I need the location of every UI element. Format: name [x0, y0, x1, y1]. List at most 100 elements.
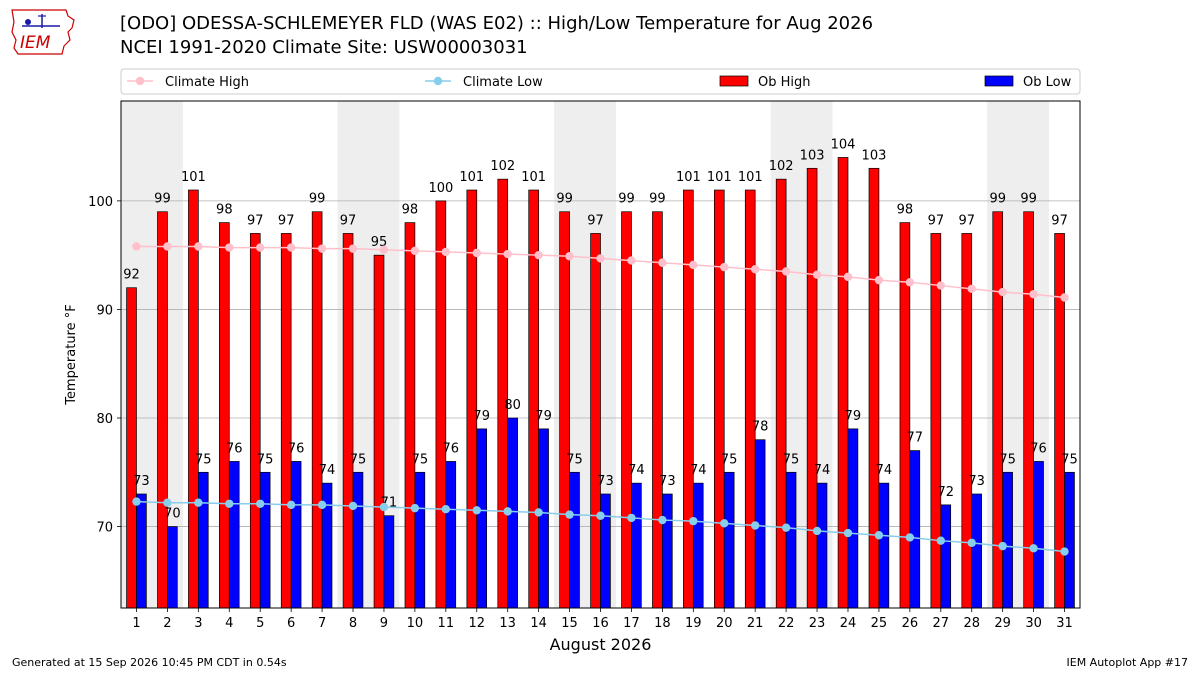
legend-label: Ob High — [758, 75, 811, 90]
ob-high-bar — [126, 287, 137, 609]
ob-high-label: 99 — [309, 192, 326, 207]
climate-high-point — [472, 248, 481, 258]
ob-high-bar — [744, 189, 756, 609]
iowa-outline-icon: IEM — [11, 9, 75, 55]
climate-low-point — [905, 533, 915, 542]
ob-high-label: 103 — [800, 148, 825, 163]
climate-high-point — [720, 262, 729, 272]
ob-high-label: 98 — [897, 203, 914, 218]
ob-high-label: 97 — [247, 213, 264, 228]
climate-low-point — [472, 506, 481, 515]
ob-low-label: 74 — [876, 463, 893, 478]
climate-low-point — [225, 499, 234, 508]
ob-low-bar — [414, 471, 426, 609]
ob-low-label: 72 — [937, 485, 954, 500]
climate-low-point — [750, 521, 760, 530]
ob-low-bar — [878, 482, 890, 609]
legend-label: Climate High — [165, 75, 249, 90]
x-tick-label: 31 — [1056, 616, 1073, 631]
ob-high-bar — [930, 233, 942, 609]
ob-low-label: 78 — [752, 420, 769, 435]
title-line-2: NCEI 1991-2020 Climate Site: USW00003031 — [120, 37, 528, 58]
climate-high-point — [812, 270, 822, 279]
ob-low-bar — [445, 461, 457, 609]
climate-low-point — [441, 505, 451, 514]
climate-high-point — [750, 265, 760, 274]
legend-box — [120, 68, 1081, 95]
ob-high-label: 97 — [278, 213, 295, 228]
x-tick-label: 14 — [530, 616, 547, 631]
ob-high-bar — [621, 211, 632, 609]
climate-high-point — [998, 287, 1007, 297]
climate-low-point — [317, 500, 327, 510]
ob-low-bar — [971, 493, 982, 609]
app-note: IEM Autoplot App #17 — [1066, 656, 1189, 669]
ob-low-label: 73 — [133, 474, 150, 489]
x-tick-label: 23 — [809, 616, 826, 631]
ob-low-label: 79 — [845, 409, 862, 424]
climate-high-point — [194, 242, 203, 251]
ob-high-bar — [249, 233, 261, 609]
climate-high-point — [874, 275, 884, 285]
x-tick-label: 6 — [287, 616, 295, 631]
climate-high-point — [1060, 293, 1069, 302]
ob-high-bar — [373, 254, 385, 609]
ob-low-label: 75 — [999, 452, 1016, 467]
ob-high-bar — [311, 211, 323, 609]
ob-high-label: 101 — [738, 170, 763, 185]
x-tick-label: 7 — [318, 616, 326, 631]
legend-bar-swatch — [719, 75, 749, 87]
x-tick-label: 29 — [994, 616, 1011, 631]
x-tick-label: 12 — [468, 616, 485, 631]
chart-title: [ODO] ODESSA-SCHLEMEYER FLD (WAS E02) ::… — [120, 12, 873, 60]
climate-high-point — [410, 246, 420, 256]
climate-low-point — [843, 528, 853, 538]
climate-low-point — [503, 507, 512, 516]
ob-high-label: 101 — [521, 170, 546, 185]
ob-low-label: 75 — [257, 452, 274, 467]
x-tick-label: 18 — [654, 616, 671, 631]
ob-high-bar — [837, 157, 849, 609]
ob-high-bar — [342, 233, 354, 609]
x-tick-label: 22 — [778, 616, 795, 631]
legend-marker — [433, 76, 443, 86]
title-line-1: [ODO] ODESSA-SCHLEMEYER FLD (WAS E02) ::… — [120, 13, 874, 34]
x-tick-label: 30 — [1025, 616, 1042, 631]
ob-high-label: 100 — [428, 181, 453, 196]
x-tick-label: 25 — [871, 616, 888, 631]
x-tick-label: 10 — [407, 616, 424, 631]
ob-low-label: 74 — [814, 463, 831, 478]
ob-low-label: 70 — [164, 507, 181, 522]
climate-high-point — [256, 243, 265, 252]
climate-high-point — [441, 247, 451, 257]
ob-low-bar — [1033, 461, 1044, 609]
ob-low-label: 75 — [350, 452, 367, 467]
logo-text: IEM — [20, 33, 51, 53]
x-tick-label: 24 — [840, 616, 857, 631]
climate-low-point — [812, 526, 822, 536]
climate-low-point — [379, 502, 389, 512]
ob-high-bar — [683, 189, 694, 609]
ob-low-label: 73 — [968, 474, 985, 489]
climate-high-point — [348, 244, 358, 253]
ob-high-bar — [775, 178, 787, 609]
climate-low-point — [998, 541, 1007, 551]
legend-label: Ob Low — [1023, 75, 1072, 90]
ob-high-label: 104 — [831, 137, 856, 152]
x-tick-label: 17 — [623, 616, 640, 631]
ob-high-label: 101 — [459, 170, 484, 185]
ob-low-bar — [228, 461, 240, 609]
climate-low-point — [596, 511, 605, 520]
climate-low-point — [936, 536, 945, 545]
ob-high-label: 97 — [959, 213, 976, 228]
climate-high-point — [627, 256, 636, 265]
climate-low-point — [1029, 544, 1038, 553]
x-tick-label: 2 — [163, 616, 171, 631]
ob-low-bar — [167, 526, 178, 609]
climate-high-point — [565, 252, 574, 261]
climate-low-point — [348, 501, 358, 511]
ob-low-label: 75 — [783, 452, 800, 467]
climate-low-point — [720, 519, 729, 528]
ob-low-label: 79 — [473, 409, 490, 424]
ob-low-label: 79 — [535, 409, 552, 424]
